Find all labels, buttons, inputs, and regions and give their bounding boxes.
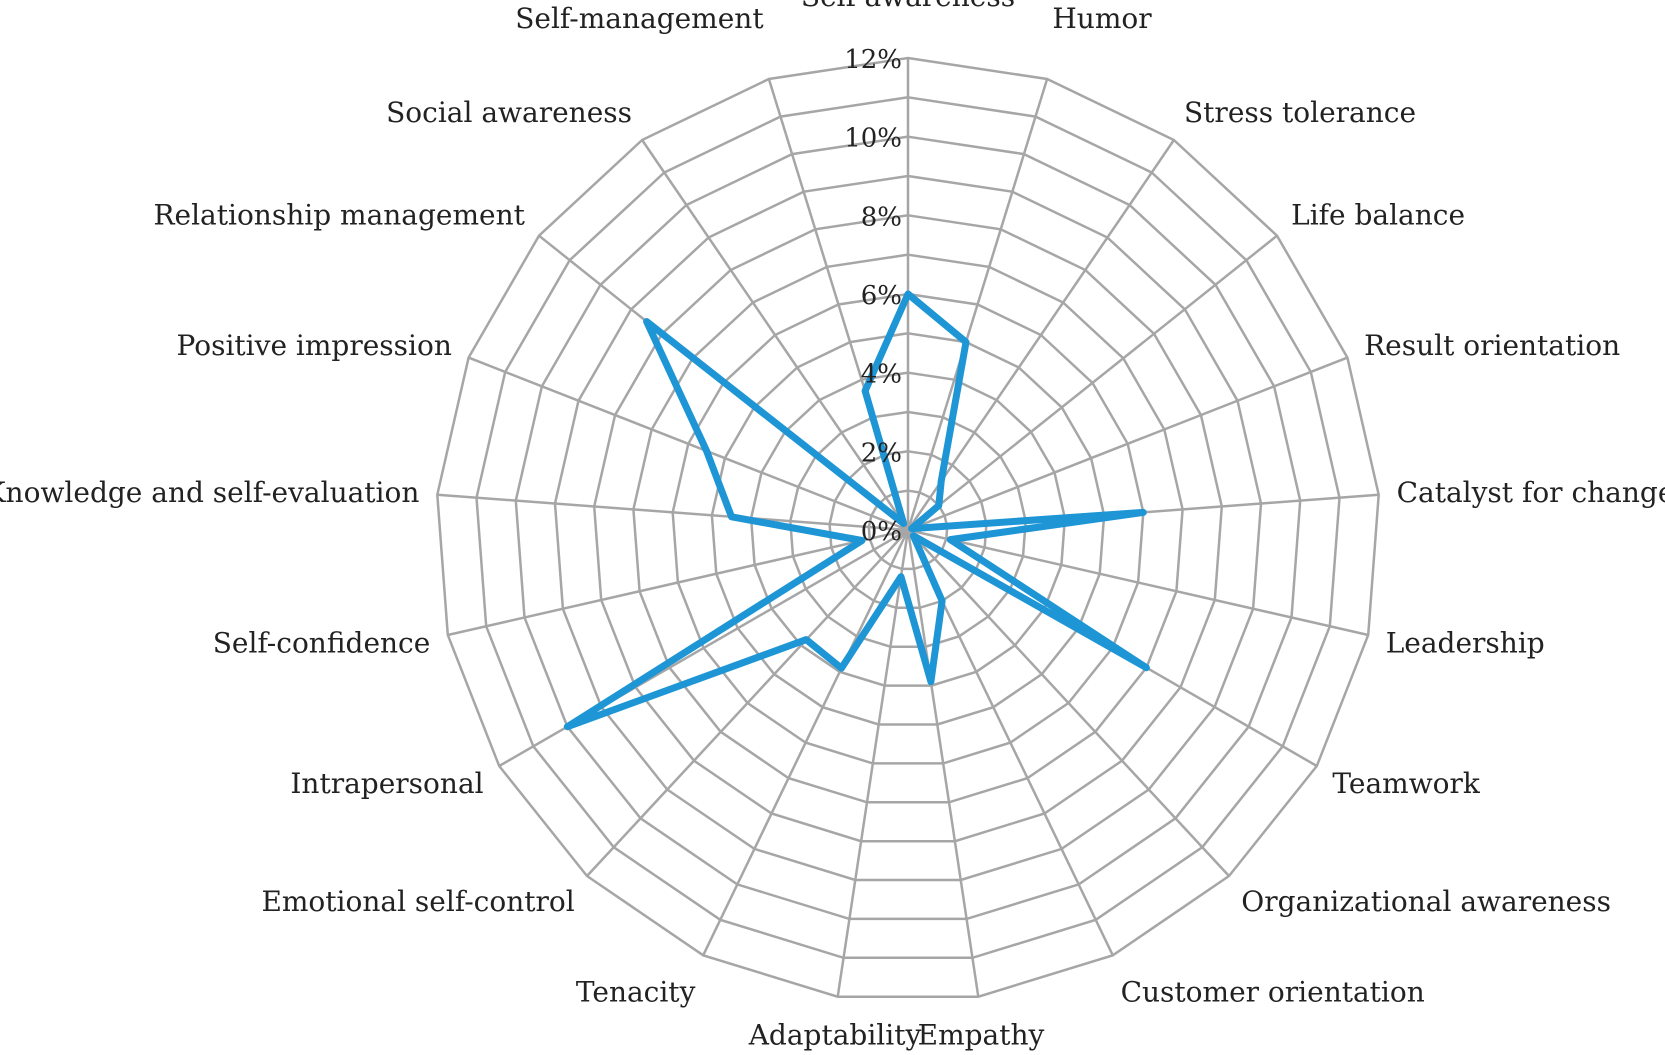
category-label: Emotional self-control: [261, 885, 574, 918]
tick-label: 2%: [861, 438, 902, 468]
grid-ring: [553, 174, 1263, 882]
category-label: Social awareness: [386, 96, 632, 129]
category-label: Stress tolerance: [1184, 96, 1416, 129]
grid-ring: [436, 56, 1380, 998]
category-label: Adaptability: [748, 1019, 922, 1052]
grid-ring: [789, 410, 1027, 648]
tick-label: 10%: [844, 124, 902, 154]
tick-label: 4%: [861, 360, 902, 390]
axis-spoke: [468, 356, 909, 532]
grid-ring: [475, 96, 1341, 960]
category-label: Empathy: [918, 1019, 1045, 1052]
radar-grid: [436, 56, 1380, 998]
category-label: Tenacity: [576, 976, 696, 1009]
tick-label: 0%: [861, 517, 902, 547]
axis-spoke: [447, 528, 909, 637]
series-line: [563, 290, 1150, 731]
grid-ring: [749, 371, 1067, 687]
category-label: Humor: [1052, 2, 1152, 35]
axis-spoke: [907, 529, 1230, 877]
tick-label: 8%: [861, 202, 902, 232]
grid-ring: [710, 332, 1106, 726]
axis-spoke: [906, 529, 980, 997]
axis-spoke: [586, 529, 909, 877]
category-label: Self-confidence: [213, 627, 431, 660]
category-label: Organizational awareness: [1241, 885, 1611, 918]
radar-series: [563, 290, 1150, 731]
category-label: Knowledge and self-evaluation: [0, 476, 419, 509]
axis-spoke: [641, 139, 910, 531]
category-label: Catalyst for change: [1397, 476, 1665, 509]
axis-spoke: [702, 529, 910, 956]
category-label: Intrapersonal: [290, 767, 483, 800]
radial-tick-labels: 0% 2% 4% 6% 8% 10% 12%: [844, 45, 902, 547]
axis-spoke: [836, 529, 910, 997]
grid-ring: [671, 292, 1145, 765]
axis-spoke: [906, 139, 1175, 531]
category-label: Leadership: [1386, 627, 1545, 660]
category-label: Relationship management: [153, 199, 525, 232]
category-label: Teamwork: [1332, 767, 1481, 800]
grid-ring: [867, 489, 949, 571]
axis-spoke: [907, 528, 1369, 637]
category-label: Positive impression: [177, 329, 452, 362]
tick-label: 6%: [861, 281, 902, 311]
axis-spoke: [906, 78, 1049, 531]
category-label: Customer orientation: [1121, 976, 1425, 1009]
category-label: Result orientation: [1364, 329, 1620, 362]
grid-ring: [632, 253, 1184, 804]
category-label: Self-management: [515, 2, 764, 35]
axis-spoke: [907, 234, 1278, 531]
grid-ring: [514, 135, 1302, 921]
axis-spoke: [437, 493, 909, 532]
category-label: Self-awareness: [801, 0, 1015, 13]
axis-spoke: [907, 356, 1348, 532]
grid-ring: [592, 214, 1224, 843]
tick-label: 12%: [844, 45, 902, 75]
category-label: Life balance: [1291, 199, 1465, 232]
